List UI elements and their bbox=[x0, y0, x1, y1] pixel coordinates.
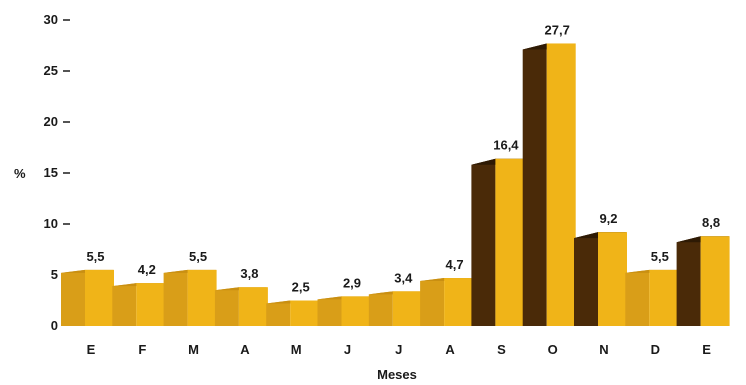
bar bbox=[471, 158, 525, 326]
bar-front bbox=[392, 291, 422, 326]
bar bbox=[574, 232, 627, 326]
x-axis-label: Meses bbox=[377, 367, 417, 382]
bar bbox=[676, 236, 730, 326]
x-tick-label: J bbox=[344, 342, 351, 357]
bar-value-label: 4,7 bbox=[446, 257, 464, 272]
bar bbox=[368, 291, 422, 326]
x-tick-label: S bbox=[497, 342, 506, 357]
bar-front bbox=[444, 278, 474, 326]
y-tick-label: 0 bbox=[51, 318, 58, 333]
bar-front bbox=[341, 296, 371, 326]
bar-side bbox=[112, 283, 137, 326]
x-tick-label: M bbox=[291, 342, 302, 357]
bar-side bbox=[61, 269, 85, 326]
x-tick-label: A bbox=[240, 342, 250, 357]
bar-value-label: 16,4 bbox=[493, 138, 519, 153]
x-tick-label: D bbox=[651, 342, 660, 357]
bar-value-label: 2,5 bbox=[292, 280, 310, 295]
bar bbox=[163, 269, 217, 326]
x-tick-label: E bbox=[702, 342, 711, 357]
bar-front bbox=[649, 269, 679, 326]
bar bbox=[522, 43, 576, 327]
y-tick-label: 30 bbox=[44, 12, 58, 27]
x-tick-label: J bbox=[395, 342, 402, 357]
bar-value-label: 4,2 bbox=[138, 262, 156, 277]
bar-front bbox=[495, 158, 525, 326]
bar-side bbox=[420, 278, 445, 326]
y-tick-label: 10 bbox=[44, 216, 58, 231]
bar-front bbox=[136, 283, 166, 326]
bar-value-label: 27,7 bbox=[545, 22, 570, 37]
bars bbox=[61, 43, 730, 327]
bar bbox=[625, 269, 679, 326]
bar-front bbox=[238, 287, 268, 326]
bar-value-label: 8,8 bbox=[702, 215, 720, 230]
y-axis-label: % bbox=[14, 166, 26, 181]
y-tick-label: 25 bbox=[44, 63, 58, 78]
bar-side bbox=[625, 269, 650, 326]
bar-side bbox=[522, 43, 547, 327]
value-labels: 5,5 4,2 5,5 3,8 2,5 2,9 3,4 4,7 16,4 27,7 9,2 5,5 8,… bbox=[86, 22, 720, 294]
bar-side bbox=[266, 300, 291, 326]
x-tick-label: E bbox=[87, 342, 96, 357]
bar bbox=[266, 300, 320, 326]
y-tick-label: 15 bbox=[44, 165, 58, 180]
x-tick-label: M bbox=[188, 342, 199, 357]
bar-side bbox=[471, 158, 496, 326]
bar-front bbox=[700, 236, 730, 326]
x-tick-label: A bbox=[445, 342, 455, 357]
bar-front bbox=[187, 269, 217, 326]
x-tick-label: F bbox=[138, 342, 146, 357]
y-tick-label: 5 bbox=[51, 267, 58, 282]
y-tick-label: 20 bbox=[44, 114, 58, 129]
bar-value-label: 3,4 bbox=[394, 270, 413, 285]
bar-front bbox=[290, 300, 320, 326]
bar bbox=[112, 283, 166, 326]
bar-front bbox=[546, 43, 576, 327]
bar-side bbox=[676, 236, 701, 326]
bar bbox=[420, 278, 474, 326]
bar-value-label: 5,5 bbox=[189, 249, 207, 264]
bar bbox=[61, 269, 114, 326]
x-tick-label: N bbox=[599, 342, 608, 357]
bar-side bbox=[163, 269, 188, 326]
y-axis: 0 5 10 15 20 25 30 bbox=[44, 12, 70, 333]
bar-front bbox=[598, 232, 627, 326]
bar-side bbox=[214, 287, 239, 326]
bar-value-label: 5,5 bbox=[86, 249, 104, 264]
bar bbox=[214, 287, 268, 326]
bar-side bbox=[317, 296, 342, 326]
bar-value-label: 5,5 bbox=[651, 249, 669, 264]
bar bbox=[317, 296, 371, 326]
bar-value-label: 2,9 bbox=[343, 275, 361, 290]
bar-side bbox=[574, 232, 598, 326]
bar-value-label: 3,8 bbox=[240, 266, 258, 281]
x-tick-label: O bbox=[548, 342, 558, 357]
bar-side bbox=[368, 291, 393, 326]
bar-front bbox=[85, 269, 114, 326]
bar-value-label: 9,2 bbox=[599, 211, 617, 226]
